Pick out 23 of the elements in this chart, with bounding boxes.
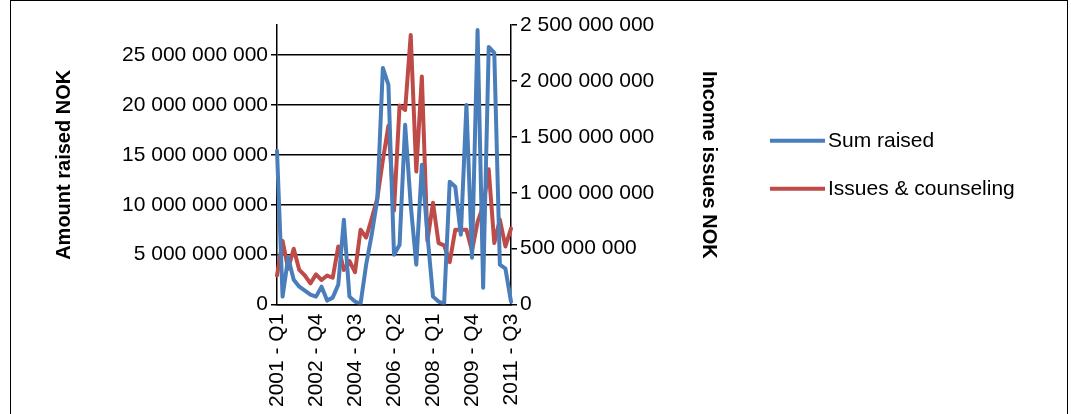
- y-tick-label: 10 000 000 000: [122, 191, 268, 215]
- x-tick-label: 2009 - Q4: [458, 313, 482, 408]
- x-tick-label: 2011 - Q3: [497, 313, 521, 406]
- x-tick-label: 2006 - Q2: [380, 313, 404, 408]
- y2-tick-label: 2 500 000 000: [520, 11, 655, 35]
- y2-tick-label: 2 000 000 000: [520, 67, 655, 91]
- x-tick-label: 2004 - Q3: [341, 313, 365, 408]
- y-axis-title: Amount raised NOK: [51, 69, 74, 260]
- x-tick-label: 2008 - Q1: [419, 313, 443, 408]
- y-tick-label: 15 000 000 000: [122, 141, 268, 165]
- y-tick-label: 5 000 000 000: [133, 241, 268, 265]
- y2-tick-label: 1 000 000 000: [520, 179, 655, 203]
- y-tick-label: 25 000 000 000: [122, 41, 268, 65]
- y2-tick-label: 0: [520, 291, 532, 315]
- y2-tick-label: 1 500 000 000: [520, 123, 655, 147]
- x-tick-label: 2001 - Q1: [263, 313, 287, 408]
- legend-label: Sum raised: [828, 127, 935, 151]
- y2-axis-title: Income issues NOK: [699, 70, 722, 260]
- legend-label: Issues & counseling: [828, 175, 1015, 199]
- y2-tick-label: 500 000 000: [520, 235, 637, 259]
- x-tick-label: 2002 - Q4: [302, 313, 326, 408]
- y-tick-label: 0: [256, 291, 268, 315]
- y-tick-label: 20 000 000 000: [122, 91, 268, 115]
